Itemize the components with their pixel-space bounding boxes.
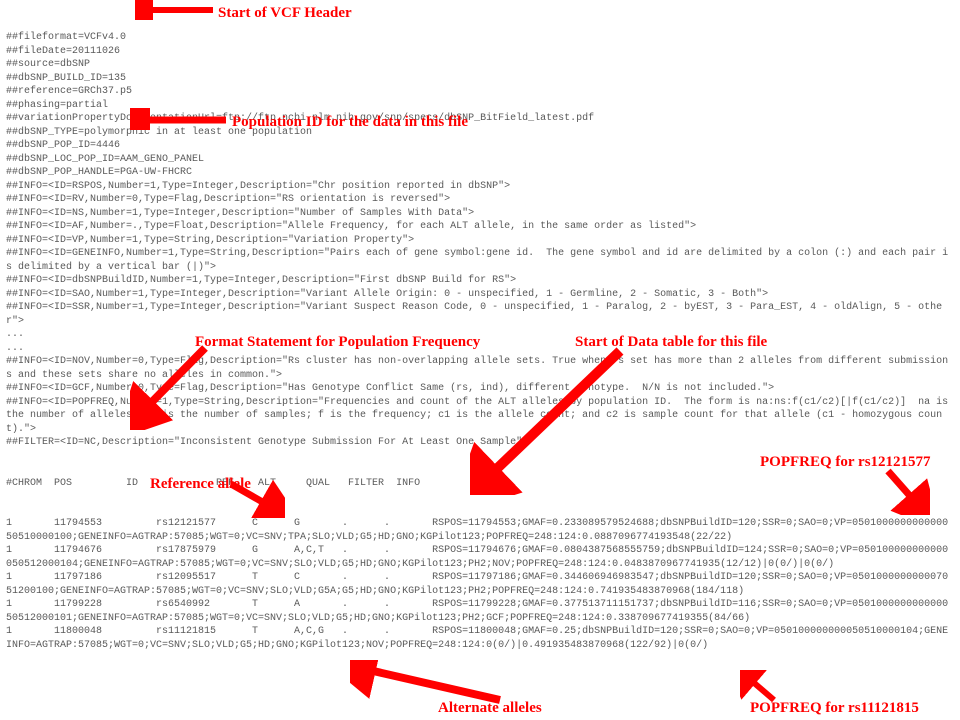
vcf-line: ##dbSNP_LOC_POP_ID=AAM_GENO_PANEL — [6, 153, 954, 167]
vcf-line: ##phasing=partial — [6, 99, 954, 113]
vcf-line: ##fileDate=20111026 — [6, 45, 954, 59]
vcf-line: ##INFO=<ID=AF,Number=.,Type=Float,Descri… — [6, 220, 954, 234]
annotation-popfreq-1: POPFREQ for rs12121577 — [760, 452, 931, 472]
vcf-line: ##source=dbSNP — [6, 58, 954, 72]
annotation-ref-allele: Reference allele — [150, 474, 251, 494]
vcf-line: ##INFO=<ID=dbSNPBuildID,Number=1,Type=In… — [6, 274, 954, 288]
vcf-data-row: 1 11799228 rs6540992 T A . . RSPOS=11799… — [6, 598, 954, 625]
vcf-line: ##dbSNP_BUILD_ID=135 — [6, 72, 954, 86]
vcf-line: ##INFO=<ID=GCF,Number=0,Type=Flag,Descri… — [6, 382, 954, 396]
annotation-pop-id: Population ID for the data in this file — [232, 112, 468, 132]
vcf-data-row: 1 11800048 rs11121815 T A,C,G . . RSPOS=… — [6, 625, 954, 652]
vcf-line: ##dbSNP_TYPE=polymorphic in at least one… — [6, 126, 954, 140]
vcf-data-row: 1 11794553 rs12121577 C G . . RSPOS=1179… — [6, 517, 954, 544]
vcf-line: ##fileformat=VCFv4.0 — [6, 31, 954, 45]
annotation-popfreq-2: POPFREQ for rs11121815 — [750, 698, 919, 718]
vcf-line: ##INFO=<ID=VP,Number=1,Type=String,Descr… — [6, 234, 954, 248]
vcf-data-row: 1 11794676 rs17875979 G A,C,T . . RSPOS=… — [6, 544, 954, 571]
vcf-line: ##FILTER=<ID=NC,Description="Inconsisten… — [6, 436, 954, 450]
vcf-line: ##reference=GRCh37.p5 — [6, 85, 954, 99]
vcf-line: ##INFO=<ID=SSR,Number=1,Type=Integer,Des… — [6, 301, 954, 328]
annotation-data-start: Start of Data table for this file — [575, 332, 767, 352]
vcf-line: ##variationPropertyDocumentationUrl=ftp:… — [6, 112, 954, 126]
vcf-line: ##INFO=<ID=GENEINFO,Number=1,Type=String… — [6, 247, 954, 274]
vcf-lines-container: ##fileformat=VCFv4.0##fileDate=20111026#… — [6, 31, 954, 450]
vcf-line: ##INFO=<ID=NOV,Number=0,Type=Flag,Descri… — [6, 355, 954, 382]
data-rows-container: 1 11794553 rs12121577 C G . . RSPOS=1179… — [6, 517, 954, 652]
vcf-line: ##INFO=<ID=SAO,Number=1,Type=Integer,Des… — [6, 288, 954, 302]
vcf-line: ##INFO=<ID=POPFREQ,Number=1,Type=String,… — [6, 396, 954, 437]
vcf-line: ##dbSNP_POP_ID=4446 — [6, 139, 954, 153]
annotation-format-stmt: Format Statement for Population Frequenc… — [195, 332, 480, 352]
table-header-row: #CHROM POS ID REF ALT QUAL FILTER INFO — [6, 477, 954, 491]
annotation-alt-alleles: Alternate alleles — [438, 698, 542, 718]
vcf-data-row: 1 11797186 rs12095517 T C . . RSPOS=1179… — [6, 571, 954, 598]
vcf-line: ##INFO=<ID=RSPOS,Number=1,Type=Integer,D… — [6, 180, 954, 194]
vcf-line: ##INFO=<ID=NS,Number=1,Type=Integer,Desc… — [6, 207, 954, 221]
vcf-line: ##dbSNP_POP_HANDLE=PGA-UW-FHCRC — [6, 166, 954, 180]
vcf-line: ##INFO=<ID=RV,Number=0,Type=Flag,Descrip… — [6, 193, 954, 207]
annotation-header-start: Start of VCF Header — [218, 3, 352, 23]
